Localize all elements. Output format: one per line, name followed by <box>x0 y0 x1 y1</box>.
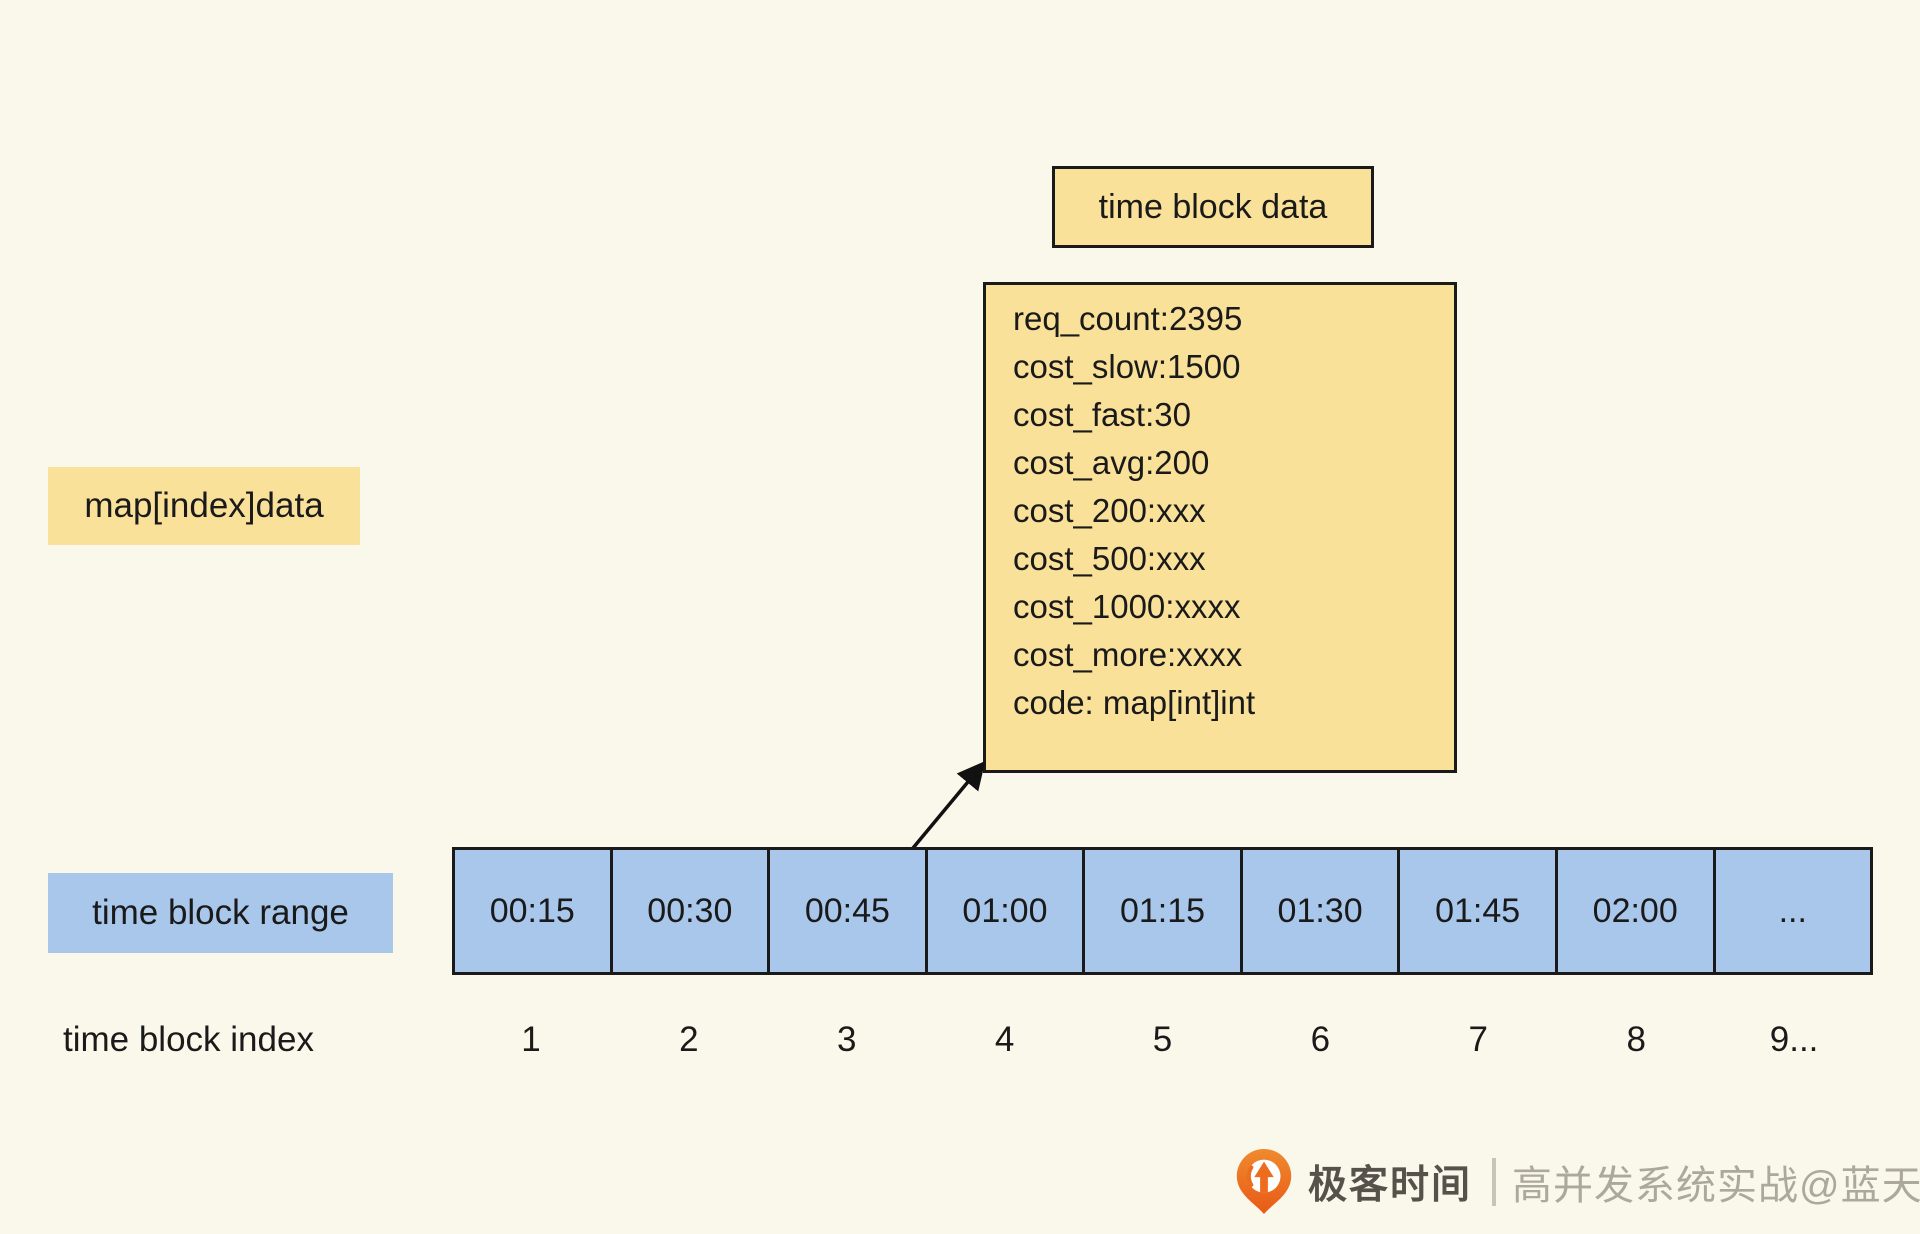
time-block-index-row: 1 2 3 4 5 6 7 8 9... <box>452 1016 1873 1064</box>
watermark-separator <box>1492 1158 1497 1206</box>
data-field-cost-slow: cost_slow:1500 <box>1013 348 1241 385</box>
index-cell-8: 8 <box>1626 1020 1646 1059</box>
time-block-data-title-label: time block data <box>1098 187 1328 226</box>
index-cell-1: 1 <box>521 1020 541 1059</box>
index-cell-6: 6 <box>1310 1020 1331 1059</box>
data-field-cost-avg: cost_avg:200 <box>1013 444 1210 481</box>
time-cell-6: 01:30 <box>1242 850 1401 972</box>
time-block-range-label-box: time block range <box>48 873 393 953</box>
data-field-code-type: code: map[int]int <box>1013 684 1256 721</box>
time-cell-7: 01:45 <box>1400 850 1558 972</box>
data-field-cost-1000: cost_1000:xxxx <box>1013 588 1241 625</box>
time-block-index-label: time block index <box>63 1020 314 1059</box>
time-cell-5: 01:15 <box>1085 850 1243 972</box>
data-field-cost-200: cost_200:xxx <box>1013 492 1206 529</box>
data-field-cost-fast: cost_fast:30 <box>1013 396 1191 433</box>
data-field-req-count: req_count:2395 <box>1013 300 1243 337</box>
geektime-logo-icon <box>1236 1148 1292 1215</box>
index-cell-5: 5 <box>1152 1020 1173 1059</box>
map-index-data-label-box: map[index]data <box>48 467 360 545</box>
time-cell-9: ... <box>1715 850 1871 972</box>
arrow-connector <box>911 760 986 850</box>
time-cell-4: 01:00 <box>927 850 1086 972</box>
index-cell-7: 7 <box>1468 1020 1489 1059</box>
index-cell-2: 2 <box>679 1020 699 1059</box>
time-cell-1: 00:15 <box>455 850 613 972</box>
data-field-cost-500: cost_500:xxx <box>1013 540 1206 577</box>
time-cell-2: 00:30 <box>612 850 771 972</box>
watermark-brand-text: 极客时间 <box>1308 1164 1473 1207</box>
index-cell-4: 4 <box>994 1020 1015 1059</box>
time-block-range-label: time block range <box>92 893 349 932</box>
time-block-row: 00:15 00:30 00:45 01:00 01:15 01:30 01:4… <box>452 847 1873 975</box>
time-block-data-title-box: time block data <box>1052 166 1374 248</box>
index-cell-9: 9... <box>1769 1020 1819 1059</box>
data-field-cost-more: cost_more:xxxx <box>1013 636 1243 673</box>
watermark: 极客时间 高并发系统实战@蓝天 <box>1232 1148 1920 1216</box>
time-block-data-fields-box: req_count:2395 cost_slow:1500 cost_fast:… <box>983 282 1457 773</box>
watermark-credit-text: 高并发系统实战@蓝天 <box>1512 1164 1920 1208</box>
time-cell-3: 00:45 <box>770 850 928 972</box>
map-index-data-label: map[index]data <box>84 486 324 525</box>
time-cell-8: 02:00 <box>1557 850 1716 972</box>
index-cell-3: 3 <box>836 1020 857 1059</box>
